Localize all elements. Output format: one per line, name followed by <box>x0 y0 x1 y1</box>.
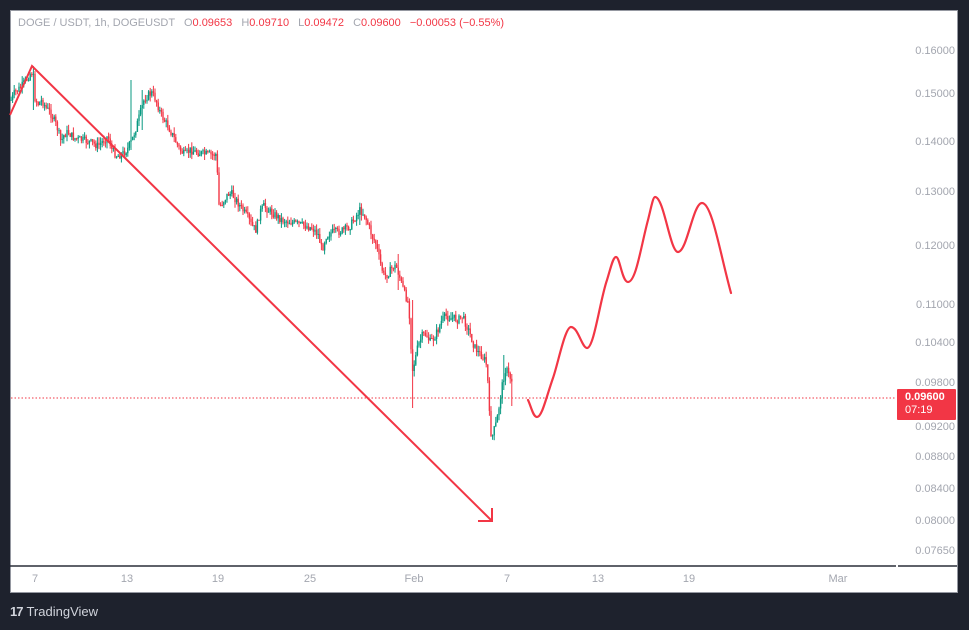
x-tick: 19 <box>682 573 696 585</box>
x-tick: Mar <box>828 573 848 585</box>
brand-name: TradingView <box>26 604 99 619</box>
low-value: 0.09472 <box>304 17 345 29</box>
y-tick: 0.11000 <box>916 299 955 311</box>
x-tick: 7 <box>503 573 511 585</box>
change-value: −0.00053 (−0.55%) <box>409 17 505 29</box>
y-tick: 0.09800 <box>915 377 955 389</box>
bar-countdown: 07:19 <box>905 404 933 416</box>
low-label: L <box>298 17 305 29</box>
y-tick: 0.08400 <box>915 483 955 495</box>
y-tick: 0.10400 <box>915 337 955 349</box>
high-label: H <box>241 17 250 29</box>
forecast-path-drawing[interactable] <box>526 195 733 419</box>
y-tick: 0.15000 <box>915 88 955 100</box>
y-tick: 0.08800 <box>915 451 955 463</box>
last-price-value: 0.09600 <box>905 391 945 403</box>
x-tick: 7 <box>31 573 39 585</box>
candlestick-series <box>10 66 513 441</box>
x-tick: 13 <box>591 573 605 585</box>
close-value: 0.09600 <box>361 17 401 29</box>
last-price-tag: 0.09600 07:19 <box>897 389 956 420</box>
open-value: 0.09653 <box>192 17 233 29</box>
symbol-label[interactable]: DOGE / USDT, 1h, DOGEUSDT <box>18 17 175 29</box>
y-tick: 0.07650 <box>915 545 955 557</box>
y-tick: 0.16000 <box>915 45 955 57</box>
y-tick: 0.14000 <box>915 136 955 148</box>
tradingview-branding[interactable]: 17 TradingView <box>10 604 98 619</box>
y-tick: 0.09200 <box>915 421 955 433</box>
x-tick: 13 <box>120 573 134 585</box>
y-tick: 0.12000 <box>915 240 955 252</box>
high-value: 0.09710 <box>249 17 290 29</box>
open-label: O <box>183 17 193 29</box>
trend-arrow-drawing[interactable] <box>9 64 493 522</box>
x-tick: 19 <box>211 573 225 585</box>
symbol-legend: DOGE / USDT, 1h, DOGEUSDT O0.09653 H0.09… <box>18 17 504 29</box>
close-label: C <box>353 17 362 29</box>
x-tick: Feb <box>404 573 424 585</box>
y-tick: 0.13000 <box>915 186 955 198</box>
y-tick: 0.08000 <box>915 515 955 527</box>
chart-panel[interactable] <box>10 10 958 593</box>
tradingview-logo-icon: 17 <box>10 604 24 619</box>
x-tick: 25 <box>303 573 317 585</box>
